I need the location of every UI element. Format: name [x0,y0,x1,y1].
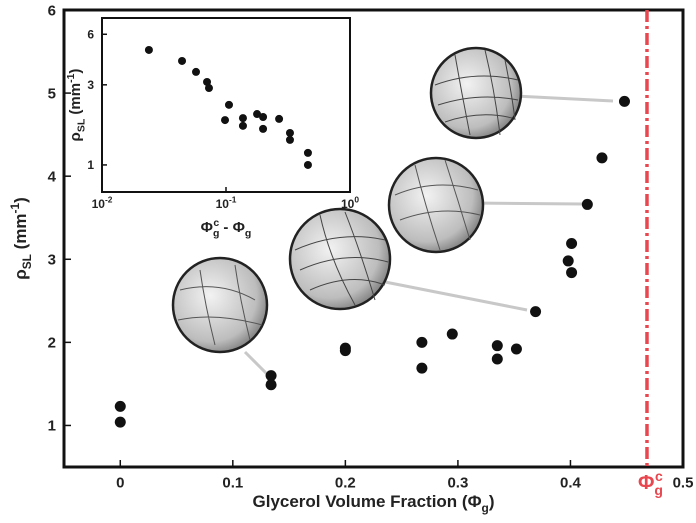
point [562,255,574,267]
label-part: g [482,501,489,515]
point [275,114,284,123]
label-part: ) [67,69,84,74]
tick-label: 3 [87,78,94,92]
y-axis-label: ρSL (mm-1) [8,197,34,280]
point [259,112,268,121]
point [265,370,277,382]
micrograph [387,156,485,254]
label-part: c [655,468,663,484]
label-part: ) [489,492,495,511]
micrograph [288,207,392,311]
point [618,95,630,107]
label-part: (mm [11,213,30,254]
critical-label: Φgc [638,468,663,498]
tick-label: 0.4 [560,475,582,492]
connector [374,278,528,312]
point [285,135,294,144]
label-part: Φ [468,492,482,511]
tick-label: 0.2 [335,475,356,492]
label-part: - Φ [219,219,245,236]
point [265,379,277,391]
point [530,306,542,318]
tick-label: 3 [48,252,56,269]
label-part: g [245,228,251,240]
point [566,237,578,249]
point [178,56,187,65]
tick-label: 0.5 [673,475,694,492]
label-part: ρ [67,132,84,141]
micrographs [171,46,614,380]
tick-label: 1 [87,158,94,172]
point [224,100,233,109]
point [596,152,608,164]
label-part: -1 [65,73,77,82]
y-axis-label: ρSL (mm-1) [65,69,88,142]
label-part: SL [20,254,34,269]
label-part: c [213,217,219,229]
tick-label: 5 [48,85,56,102]
point [238,121,247,130]
connector [514,94,614,103]
point [203,77,212,86]
point [446,328,458,340]
tick-label: 0.3 [447,475,468,492]
point [221,116,230,125]
label-part: ) [11,197,30,203]
tick-label: 1 [48,418,56,435]
label-part: Φ [201,219,213,236]
tick-label: 10-1 [216,194,237,210]
label-part: g [654,482,663,498]
label-part: SL [76,118,88,132]
point [204,84,213,93]
label-part: Glycerol Volume Fraction ( [253,492,468,511]
point [144,45,153,54]
label-part: -1 [8,202,22,213]
point [114,400,126,412]
micrograph [429,46,523,140]
tick-label: 0 [116,475,124,492]
point [566,267,578,279]
x-axis-label: Glycerol Volume Fraction (Φg) [253,492,495,515]
point [238,114,247,123]
tick-label: 4 [48,168,57,185]
point [303,148,312,157]
tick-label: 6 [87,27,94,41]
point [581,198,593,210]
label-part: (mm [67,83,84,119]
point [114,416,126,428]
point [253,110,262,119]
point [416,336,428,348]
point [510,343,522,355]
label-part: Φ [638,472,654,494]
tick-label: 100 [341,194,359,210]
point [339,345,351,357]
tick-label: 2 [48,335,56,352]
point [416,362,428,374]
tick-label: 10-2 [92,194,113,210]
label-part: g [213,228,219,240]
micrograph [171,256,269,354]
point [303,160,312,169]
x-axis-label: Φgc - Φg [201,217,252,240]
connector [469,201,584,206]
point [491,340,503,352]
tick-label: 0.1 [222,475,243,492]
point [285,128,294,137]
point [259,124,268,133]
tick-label: 6 [48,2,56,19]
point [192,67,201,76]
label-part: ρ [11,269,30,280]
point [491,353,503,365]
